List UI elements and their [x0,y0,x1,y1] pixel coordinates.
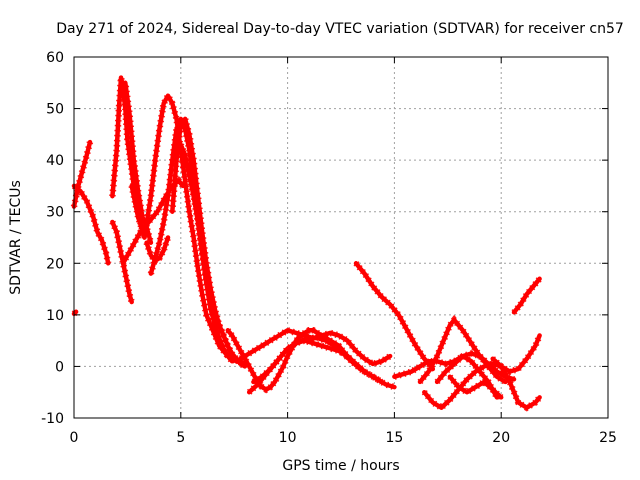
plot-frame [73,56,609,419]
y-tick-label: 50 [46,102,64,118]
track-9-markers [143,236,172,265]
track-18-markers [393,352,500,399]
y-tick-label: 10 [46,308,64,324]
track-2-line [71,139,93,209]
series-track-12 [177,142,236,359]
series-track-13 [225,327,355,394]
track-20-line [422,333,542,410]
x-axis-label: GPS time / hours [282,458,399,474]
series-track-2 [70,139,94,209]
x-tick-label: 5 [176,430,185,446]
track-19-line [417,317,508,385]
y-tick-label: -10 [41,411,64,427]
x-tick-label: 20 [492,430,510,446]
x-tick-label: 25 [599,430,617,446]
grid [74,57,608,418]
track-16-markers [251,337,384,385]
x-tick-label: 10 [279,430,297,446]
series-track-16 [251,337,384,385]
track-12-markers [177,143,236,358]
track-10-markers [147,110,235,364]
y-tick-label: 0 [55,359,64,375]
track-21-line [434,351,517,385]
series-track-3 [71,183,112,266]
series-track-20 [421,333,543,412]
track-17-markers [353,261,436,372]
track-22-line [447,374,504,400]
axis-ticks: 0 5 10 15 20 25 -10 0 10 20 30 40 50 60 [41,50,617,446]
series-track-21 [434,350,517,385]
y-tick-label: 20 [46,256,64,272]
track-4-markers [109,220,135,303]
track-23-markers [490,356,543,412]
x-tick-label: 15 [385,430,403,446]
series-track-23 [490,356,543,412]
chart-title: Day 271 of 2024, Sidereal Day-to-day VTE… [56,21,624,37]
x-tick-label: 0 [70,430,79,446]
track-3-line [71,183,111,266]
data-series [70,75,543,412]
series-track-24 [511,276,543,315]
track-15-markers [234,326,392,368]
y-tick-label: 30 [46,205,64,221]
y-axis-label: SDTVAR / TECUs [8,180,24,295]
track-13-markers [225,327,355,394]
series-track-22 [447,374,504,400]
y-tick-label: 60 [46,50,64,66]
series-track-19 [417,314,508,385]
y-tick-label: 40 [46,153,64,169]
track-3-markers [71,183,112,264]
series-track-15 [234,326,393,368]
series-track-17 [353,261,436,372]
track-24-markers [511,276,543,315]
series-track-10 [147,110,235,364]
